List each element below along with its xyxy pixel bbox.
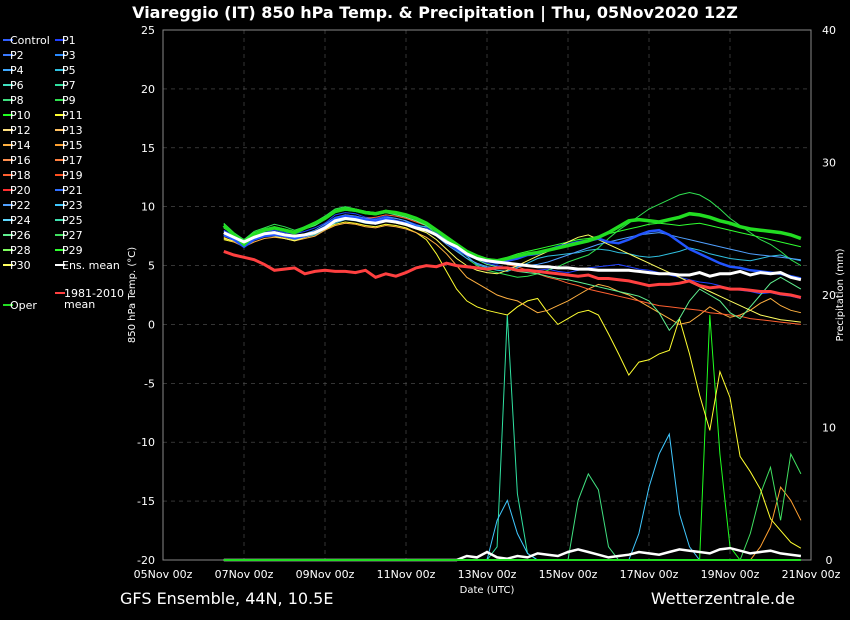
y-tick-label: -10 [137,436,155,449]
y-tick-label: 15 [141,142,155,155]
legend-label-oper: Oper [10,299,37,312]
ens-mean-line [223,216,802,282]
legend-label: P16 [10,154,31,167]
legend-label: P19 [62,169,83,182]
legend-label: Ens. mean [62,259,120,272]
y-tick-label: 5 [148,260,155,273]
oper-line [222,207,802,263]
legend-label: P18 [10,169,31,182]
legend-label: P9 [62,94,76,107]
y-right-tick-label: 0 [826,554,833,567]
legend-label: P28 [10,244,31,257]
x-tick-label: 07Nov 00z [215,568,274,581]
y-tick-label: 20 [141,83,155,96]
x-tick-label: 09Nov 00z [296,568,355,581]
x-tick-label: 05Nov 00z [134,568,193,581]
chart-title: Viareggio (IT) 850 hPa Temp. & Precipita… [132,3,738,23]
y-axis-left: 25 20 15 10 5 0 -5 -10 -15 -20 [137,24,155,567]
y-axis-right: 40 30 20 10 0 [822,24,836,567]
legend-label: P21 [62,184,83,197]
footer-model-info: GFS Ensemble, 44N, 10.5E [120,589,333,608]
legend-label: P17 [62,154,83,167]
x-tick-label: 17Nov 00z [620,568,679,581]
legend-label: P2 [10,49,24,62]
legend-label: P12 [10,124,31,137]
legend-label-climate: mean [64,298,95,311]
legend-label: P26 [10,229,31,242]
legend-label: P30 [10,259,31,272]
y-right-tick-label: 40 [822,24,836,37]
x-tick-label: 13Nov 00z [458,568,517,581]
legend-label: P4 [10,64,24,77]
legend-label: P20 [10,184,31,197]
legend-label: P3 [62,49,76,62]
y-right-tick-label: 30 [822,157,836,170]
legend-label: P22 [10,199,31,212]
x-tick-label: 11Nov 00z [377,568,436,581]
precipitation-series [223,314,802,562]
legend-label: P13 [62,124,83,137]
x-tick-label: 19Nov 00z [701,568,760,581]
footer-site-name: Wetterzentrale.de [651,589,795,608]
climate-mean-line [223,249,802,299]
x-tick-label: 15Nov 00z [539,568,598,581]
x-tick-label: 21Nov 00z [782,568,841,581]
legend-label: P6 [10,79,24,92]
y-tick-label: -5 [144,377,155,390]
legend-label: P25 [62,214,83,227]
legend-label: P23 [62,199,83,212]
legend-label: P14 [10,139,31,152]
x-axis: 05Nov 00z 07Nov 00z 09Nov 00z 11Nov 00z 13No… [134,568,841,581]
legend-label: Control [10,34,50,47]
y-tick-label: 25 [141,24,155,37]
y-axis-label-right: Precipitation (mm) [835,248,846,341]
legend-label: P8 [10,94,24,107]
legend-label: P24 [10,214,31,227]
legend-label: P11 [62,109,83,122]
legend: Control P1 P2 P3 P4 P5 P6 P7 P8 P9 P10 P11 P12 P13 P14… [3,34,124,312]
y-right-tick-label: 10 [822,422,836,435]
temp-line-p14 [223,222,802,325]
y-axis-label-left: 850 hPa Temp. (°C) [127,247,138,343]
y-tick-label: 10 [141,201,155,214]
temp-line-p22 [223,214,801,269]
legend-label: P7 [62,79,76,92]
legend-label-climate: 1981-2010 [64,287,124,300]
y-tick-label: 0 [148,318,155,331]
legend-label: P15 [62,139,83,152]
legend-label: P10 [10,109,31,122]
y-tick-label: -20 [137,554,155,567]
legend-label: P27 [62,229,83,242]
x-axis-label: Date (UTC) [460,585,515,596]
y-tick-label: -15 [137,495,155,508]
temperature-series [222,191,802,549]
legend-label: P5 [62,64,76,77]
y-right-tick-label: 20 [822,289,836,302]
legend-label: P29 [62,244,83,257]
legend-label: P1 [62,34,76,47]
